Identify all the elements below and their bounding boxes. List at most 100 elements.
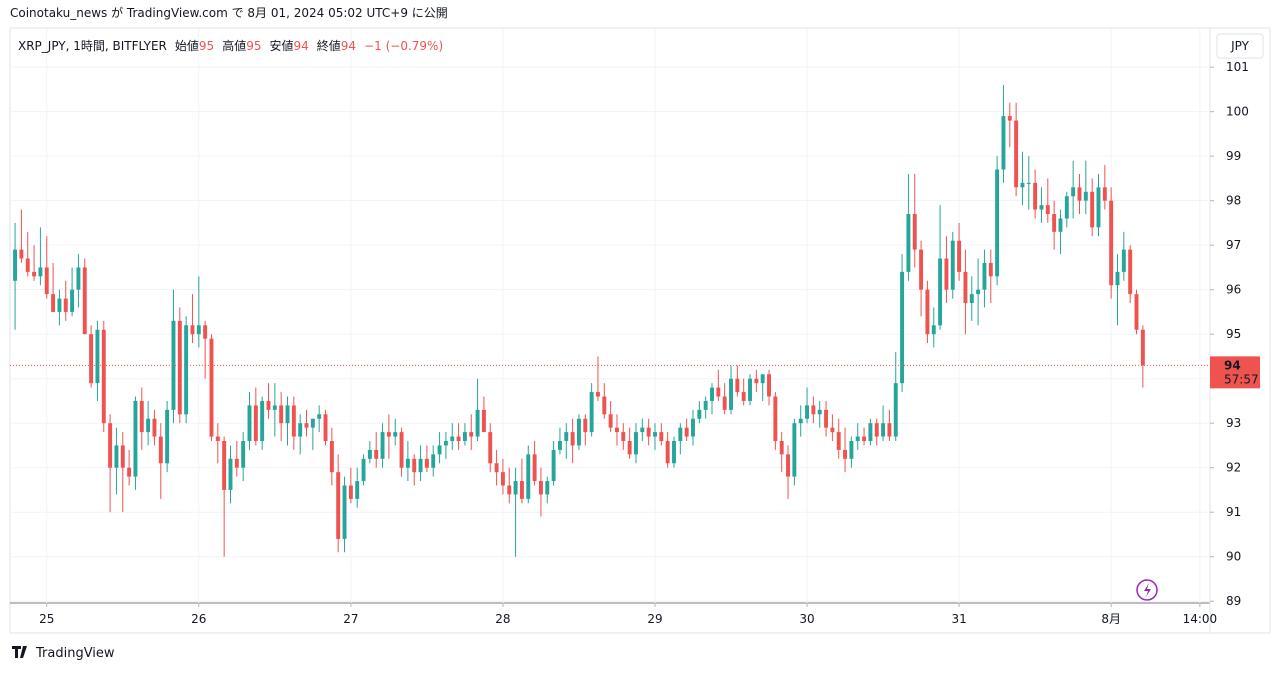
legend-value: 94	[341, 39, 356, 53]
candle-body	[519, 481, 524, 499]
candle-body	[1115, 271, 1120, 286]
candle-body	[44, 267, 49, 295]
candle-body	[437, 445, 442, 455]
currency-box[interactable]	[1216, 33, 1264, 59]
candle-body	[538, 481, 543, 495]
candle-body	[767, 374, 771, 397]
candle-body	[108, 423, 113, 468]
candle-body	[1007, 116, 1012, 121]
candle-body	[982, 262, 987, 290]
candle-body	[621, 432, 626, 442]
candle-body	[393, 432, 398, 437]
candle-body	[760, 374, 765, 384]
candle-body	[171, 320, 176, 410]
candle-body	[1090, 191, 1095, 228]
candle-body	[177, 320, 182, 415]
candle-body	[589, 392, 594, 433]
legend-label: 始値	[175, 38, 199, 53]
candle-body	[291, 405, 296, 437]
y-tick-label: 100	[1226, 105, 1249, 119]
candle-body	[665, 441, 670, 464]
candle-body	[481, 409, 486, 433]
candle-body	[57, 298, 62, 312]
candle-body	[868, 423, 873, 442]
candle-body	[900, 271, 905, 384]
x-tick-label: 14:00	[1183, 612, 1218, 626]
candle-body	[266, 400, 271, 410]
candle-body	[1102, 187, 1107, 201]
candle-body	[862, 436, 867, 442]
candle-body	[716, 387, 721, 397]
candle-body	[310, 418, 315, 428]
candle-body	[317, 414, 322, 419]
candle-body	[361, 458, 366, 482]
candle-body	[532, 454, 537, 482]
x-tick-label: 30	[799, 612, 814, 626]
candle-body	[450, 436, 455, 442]
candle-body	[1064, 196, 1069, 219]
candle-body	[418, 458, 423, 473]
candle-body	[824, 409, 829, 428]
candle-body	[634, 432, 638, 455]
candle-body	[1033, 182, 1038, 210]
candle-body	[146, 418, 151, 433]
candle-body	[399, 432, 404, 468]
candle-body	[950, 240, 955, 290]
candle-body	[881, 423, 886, 437]
candle-body	[811, 405, 816, 415]
candle-body	[158, 436, 163, 464]
y-tick-label: 97	[1226, 238, 1241, 252]
candle-body	[1109, 200, 1114, 286]
candle-body	[196, 325, 201, 335]
logo-mark	[12, 646, 27, 658]
candle-body	[678, 427, 683, 442]
candle-body	[748, 378, 752, 401]
candle-body	[576, 418, 581, 446]
candle-body	[323, 414, 328, 442]
candle-body	[32, 271, 37, 277]
candle-body	[133, 400, 138, 477]
candle-body	[653, 432, 657, 437]
candle-body	[494, 463, 499, 473]
candle-body	[792, 423, 797, 477]
candle-body	[963, 271, 968, 304]
legend-value: 95	[199, 39, 214, 53]
candle-body	[786, 454, 790, 477]
candle-body	[82, 267, 87, 335]
candle-body	[25, 258, 30, 272]
candle-body	[1052, 214, 1057, 232]
candle-body	[874, 423, 879, 437]
candle-body	[798, 418, 803, 424]
brand-logo	[12, 646, 27, 658]
candle-body	[602, 396, 607, 415]
candle-body	[627, 441, 632, 455]
candle-body	[424, 458, 429, 468]
candle-body	[995, 169, 1000, 277]
candle-body	[63, 298, 68, 312]
candle-body	[551, 449, 556, 482]
candle-body	[640, 427, 645, 433]
candle-body	[152, 418, 157, 437]
candle-body	[247, 405, 252, 442]
candle-body	[735, 378, 740, 393]
candle-body	[1096, 187, 1101, 228]
candle-body	[336, 472, 341, 539]
candle-body	[165, 409, 170, 464]
candle-body	[1071, 187, 1076, 197]
candle-body	[741, 392, 746, 401]
candle-body	[70, 289, 75, 312]
candle-body	[691, 418, 695, 437]
candle-body	[1045, 205, 1050, 215]
replay-icon-bolt	[1144, 583, 1151, 597]
candle-body	[729, 378, 733, 410]
price-label-box	[1210, 356, 1260, 389]
candle-body	[51, 294, 56, 312]
candle-body	[849, 441, 854, 459]
x-tick-label: 31	[951, 612, 966, 626]
candle-body	[526, 454, 531, 499]
currency[interactable]: JPY	[1230, 39, 1250, 53]
candle-body	[405, 458, 410, 468]
legend-line: XRP_JPY, 1時間, BITFLYER 始値95 高値95 安値94 終値94 −1…	[18, 38, 443, 53]
candle-body	[1140, 329, 1145, 366]
